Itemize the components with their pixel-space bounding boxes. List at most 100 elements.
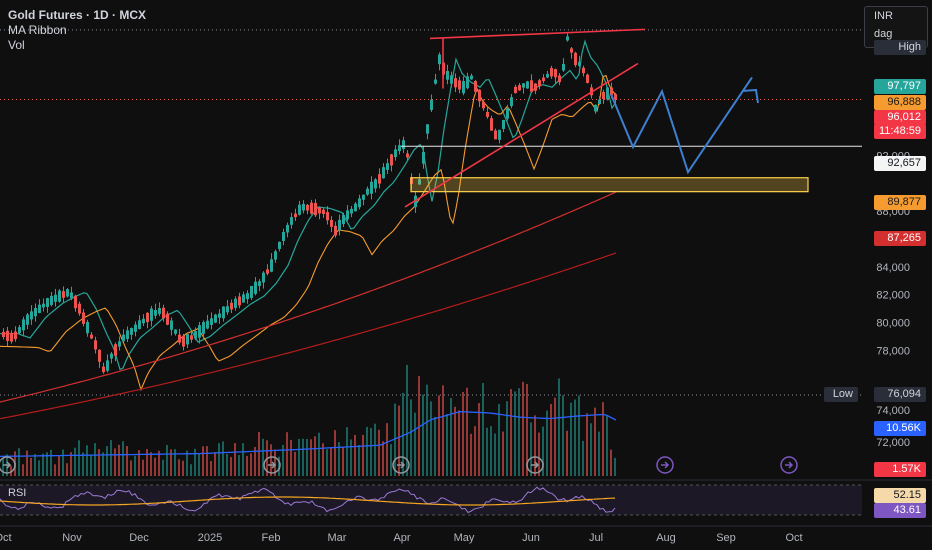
volume-bar xyxy=(550,404,552,476)
candle xyxy=(322,209,325,214)
volume-bar xyxy=(170,449,172,476)
candle xyxy=(190,335,193,340)
rising-trendline xyxy=(404,62,639,208)
volume-last-tag: 1.57K xyxy=(874,462,926,477)
volume-bar xyxy=(66,463,68,476)
volume-bar xyxy=(18,448,20,476)
candle xyxy=(230,302,233,310)
candle xyxy=(62,291,65,298)
volume-bar xyxy=(34,454,36,476)
volume-bar xyxy=(222,441,224,476)
volume-bar xyxy=(586,413,588,476)
volume-bar xyxy=(202,446,204,476)
volume-bar xyxy=(22,464,24,476)
candle xyxy=(282,232,285,241)
volume-bar xyxy=(70,452,72,476)
volume-bar xyxy=(230,457,232,476)
candle xyxy=(106,360,109,371)
study-volume[interactable]: Vol xyxy=(8,38,25,52)
candle xyxy=(58,290,61,302)
y-tick-label: 74,000 xyxy=(876,405,910,417)
volume-bar xyxy=(410,399,412,476)
candle xyxy=(250,285,253,298)
volume-bar xyxy=(502,431,504,476)
x-tick-label: Aug xyxy=(656,532,676,544)
candle xyxy=(302,203,305,211)
x-tick-label: Dec xyxy=(129,532,149,544)
volume-bar xyxy=(338,442,340,476)
volume-bar xyxy=(262,438,264,476)
low-label-tag: Low xyxy=(824,387,858,402)
candle xyxy=(578,61,581,66)
volume-bar xyxy=(426,384,428,476)
volume-bar xyxy=(366,426,368,476)
candle xyxy=(266,269,269,274)
candle xyxy=(310,202,313,214)
candle xyxy=(158,308,161,314)
candle xyxy=(114,344,117,356)
volume-bar xyxy=(594,407,596,476)
volume-bar xyxy=(286,432,288,476)
volume-bar xyxy=(450,398,452,476)
candle xyxy=(486,112,489,117)
volume-bar xyxy=(422,394,424,476)
candle xyxy=(170,320,173,330)
candle xyxy=(510,97,513,107)
event-icon xyxy=(392,456,410,474)
candle xyxy=(278,241,281,249)
candle xyxy=(394,149,397,158)
volume-bar xyxy=(58,455,60,476)
volume-bar xyxy=(342,447,344,476)
candle xyxy=(314,202,317,216)
volume-bar xyxy=(174,449,176,476)
candle xyxy=(202,322,205,334)
volume-bar xyxy=(246,455,248,476)
candle xyxy=(214,314,217,323)
volume-bar xyxy=(310,439,312,476)
candle xyxy=(522,83,525,88)
y-tick-label: 84,000 xyxy=(876,262,910,274)
study-ma-ribbon[interactable]: MA Ribbon xyxy=(8,23,67,37)
volume-bar xyxy=(142,459,144,476)
volume-bar xyxy=(602,402,604,476)
volume-bar xyxy=(198,453,200,476)
y-tick-label: 78,000 xyxy=(876,345,910,357)
volume-bar xyxy=(282,444,284,476)
volume-bar xyxy=(154,457,156,476)
candle xyxy=(454,78,457,88)
volume-bar xyxy=(570,402,572,476)
candle xyxy=(570,48,573,53)
candle xyxy=(50,295,53,305)
candle xyxy=(378,174,381,184)
candle xyxy=(26,314,29,325)
volume-bar xyxy=(182,460,184,476)
volume-bar xyxy=(610,449,612,476)
volume-bar xyxy=(166,445,168,476)
volume-bar xyxy=(574,399,576,476)
rsi-pane-label[interactable]: RSI xyxy=(8,487,27,499)
volume-bar xyxy=(582,440,584,476)
candle xyxy=(462,81,465,94)
volume-bar xyxy=(114,448,116,476)
volume-bar xyxy=(506,401,508,476)
candle xyxy=(166,313,169,325)
candle xyxy=(22,319,25,331)
volume-bar xyxy=(50,449,52,476)
volume-bar xyxy=(510,389,512,476)
volume-bar xyxy=(134,455,136,476)
y-tick-label: 82,000 xyxy=(876,290,910,302)
volume-bar xyxy=(362,434,364,476)
volume-bar xyxy=(542,426,544,476)
candle xyxy=(338,219,341,231)
candle xyxy=(358,198,361,208)
volume-bar xyxy=(538,432,540,476)
candle xyxy=(586,74,589,83)
volume-bar xyxy=(274,449,276,476)
candle xyxy=(550,67,553,77)
volume-bar xyxy=(258,431,260,476)
candle xyxy=(110,353,113,359)
volume-bar xyxy=(54,464,56,476)
candle xyxy=(542,77,545,82)
volume-bar xyxy=(270,444,272,476)
